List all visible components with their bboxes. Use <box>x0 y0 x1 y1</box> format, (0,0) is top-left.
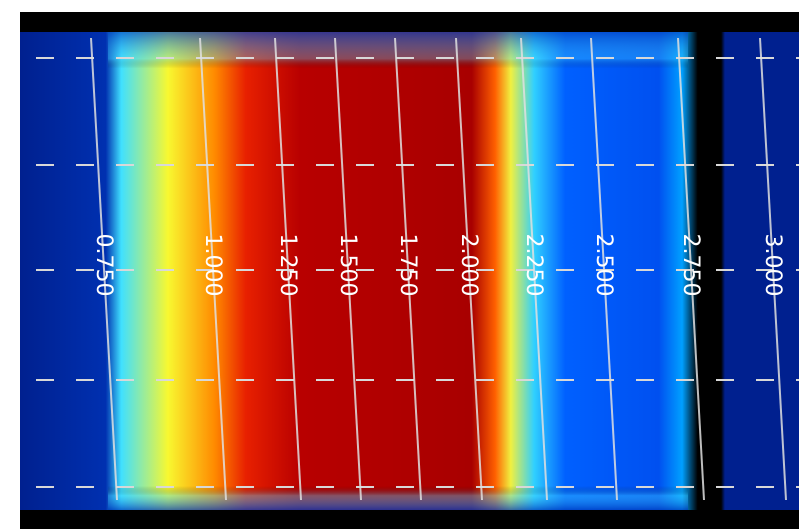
contour-label: 2.250 <box>521 234 546 297</box>
contour-label: 1.750 <box>395 234 420 297</box>
contour-label: 1.500 <box>335 234 360 297</box>
contour-label: 1.250 <box>275 234 300 297</box>
heatmap-view: 0.750 1.000 1.250 1.500 1.750 2.000 2.250 2.500… <box>0 0 799 529</box>
contour-label: 1.000 <box>200 234 225 297</box>
page: 0.750 1.000 1.250 1.500 1.750 2.000 2.250 2.500… <box>0 0 799 529</box>
contour-label: 3.000 <box>760 234 785 297</box>
top-border <box>20 12 799 32</box>
contour-label: 2.500 <box>591 234 616 297</box>
contour-label: 0.750 <box>91 234 116 297</box>
contour-label: 2.000 <box>456 234 481 297</box>
contour-label: 2.750 <box>678 234 703 297</box>
bottom-border <box>20 510 799 529</box>
